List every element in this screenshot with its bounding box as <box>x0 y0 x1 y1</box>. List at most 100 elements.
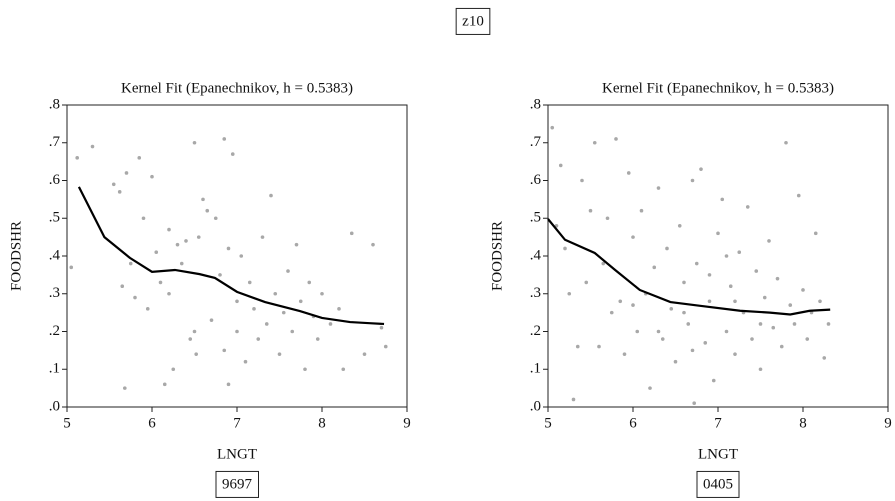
scatter-point <box>792 322 797 326</box>
scatter-point <box>592 140 597 145</box>
scatter-point <box>733 352 737 356</box>
scatter-point <box>235 299 239 304</box>
scatter-point <box>264 322 269 326</box>
scatter-point <box>371 242 375 247</box>
scatter-point <box>192 140 197 145</box>
scatter-point <box>762 295 767 300</box>
y-tick-label: .8 <box>530 96 541 112</box>
scatter-point <box>75 156 79 160</box>
scatter-point <box>805 337 810 341</box>
y-tick-label: .8 <box>49 96 60 112</box>
scatter-point <box>196 235 201 239</box>
scatter-point <box>162 382 167 387</box>
y-tick-label: .6 <box>49 172 61 188</box>
y-tick-label: .5 <box>530 210 541 226</box>
scatter-point <box>639 208 644 213</box>
scatter-point <box>699 167 703 171</box>
scatter-point <box>796 193 801 198</box>
scatter-point <box>822 356 827 360</box>
scatter-point <box>779 344 784 349</box>
scatter-point <box>290 329 295 334</box>
y-tick-label: .1 <box>49 361 60 377</box>
scatter-point <box>111 182 116 187</box>
scatter-point <box>707 273 712 277</box>
x-axis-label: LNGT <box>217 446 257 462</box>
scatter-point <box>597 344 601 349</box>
x-axis-label: LNGT <box>698 446 738 462</box>
x-tick-label: 5 <box>544 415 552 431</box>
scatter-point <box>626 171 631 175</box>
scatter-point <box>298 299 303 304</box>
scatter-point <box>724 329 729 334</box>
scatter-point <box>558 163 563 168</box>
scatter-point <box>201 197 205 202</box>
scatter-point <box>158 280 163 285</box>
scatter-point <box>618 299 623 304</box>
scatter-point <box>669 307 674 311</box>
scatter-point <box>750 337 754 341</box>
y-tick-label: .7 <box>530 134 542 150</box>
scatter-point <box>167 291 171 296</box>
scatter-point <box>90 144 95 149</box>
scatter-point <box>648 386 652 390</box>
scatter-point <box>605 216 610 221</box>
scatter-point <box>826 322 831 326</box>
scatter-point <box>758 322 763 326</box>
caption: 0405 <box>703 476 733 492</box>
x-tick-label: 6 <box>629 415 637 431</box>
scatter-point <box>707 299 712 304</box>
scatter-point <box>720 197 725 202</box>
x-tick-label: 9 <box>884 415 892 431</box>
scatter-point <box>124 171 129 175</box>
y-tick-label: .2 <box>530 323 541 339</box>
scatter-point <box>677 224 682 228</box>
y-tick-label: .5 <box>49 210 60 226</box>
scatter-point <box>226 382 231 387</box>
scatter-point <box>256 337 261 341</box>
scatter-point <box>294 242 299 247</box>
scatter-point <box>154 250 159 255</box>
scatter-point <box>349 231 354 236</box>
scatter-point <box>754 269 759 273</box>
scatter-point <box>575 344 580 349</box>
scatter-point <box>379 325 384 330</box>
caption-box <box>696 470 740 498</box>
x-tick-label: 9 <box>403 415 411 431</box>
y-axis-label: FOODSHR <box>489 221 505 291</box>
scatter-point <box>652 265 657 270</box>
scatter-point <box>767 239 771 243</box>
scatter-point <box>117 190 122 194</box>
scatter-point <box>692 401 696 406</box>
scatter-point <box>307 280 312 285</box>
scatter-point <box>337 307 341 311</box>
scatter-point <box>218 273 222 277</box>
page-title: z10 <box>462 13 484 29</box>
scatter-point <box>690 178 695 183</box>
plot-frame <box>66 104 408 408</box>
scatter-point <box>728 284 733 289</box>
y-tick-label: .6 <box>530 172 542 188</box>
x-tick-label: 7 <box>714 415 722 431</box>
scatter-point <box>660 337 665 341</box>
scatter-point <box>252 307 256 311</box>
scatter-point <box>141 216 146 221</box>
scatter-point <box>281 310 286 315</box>
y-tick-label: .3 <box>530 285 541 301</box>
scatter-point <box>686 322 691 326</box>
scatter-point <box>260 235 265 239</box>
scatter-point <box>328 322 333 326</box>
scatter-point <box>550 125 555 130</box>
scatter-point <box>303 367 307 372</box>
scatter-point <box>188 337 193 341</box>
x-tick-label: 8 <box>799 415 807 431</box>
y-tick-label: .2 <box>49 323 60 339</box>
scatter-point <box>584 280 589 285</box>
scatter-point <box>682 280 686 285</box>
scatter-point <box>222 348 227 353</box>
kernel-fit-line <box>547 218 831 316</box>
y-tick-label: .7 <box>49 134 61 150</box>
scatter-point <box>179 261 184 266</box>
scatter-point <box>175 242 180 247</box>
x-tick-label: 6 <box>148 415 156 431</box>
